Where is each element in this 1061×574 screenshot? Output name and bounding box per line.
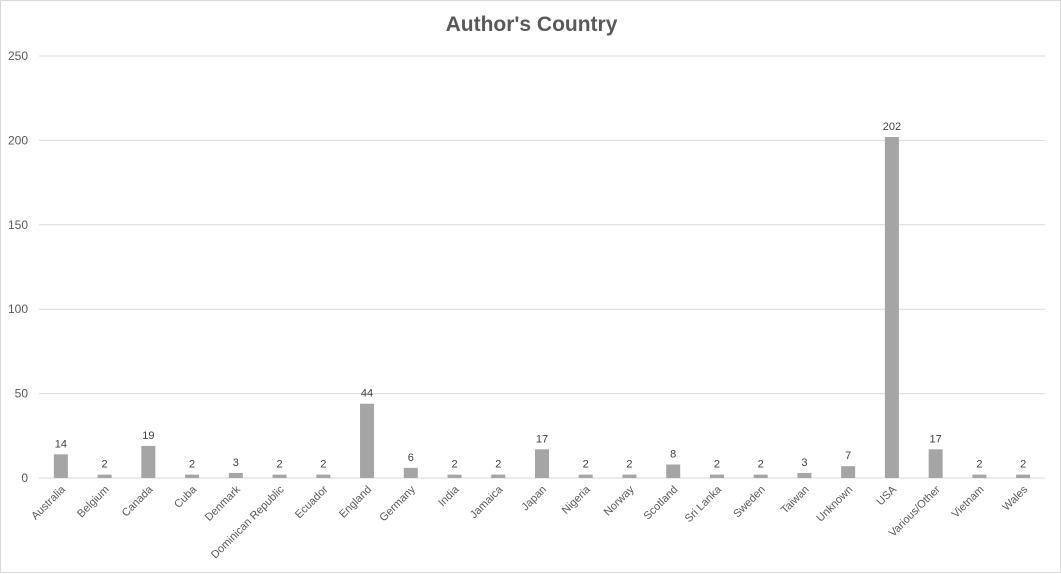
x-tick-label: Germany [377,483,418,524]
data-label: 2 [189,459,195,471]
data-label: 8 [670,448,676,460]
x-tick-label: Taiwan [779,484,812,517]
bar [622,474,637,478]
x-tick-label: Ecuador [293,483,331,521]
data-label: 2 [1020,459,1026,471]
data-labels: 14 2 19 2 3 2 2 44 6 2 2 17 2 2 8 2 2 3 7 202 17 2 2 [55,121,1026,471]
bar [228,472,243,478]
x-tick-label: Belgium [75,484,112,521]
bar [928,449,943,478]
y-tick-label: 0 [21,471,28,485]
data-label: 3 [233,457,239,469]
data-label: 2 [626,459,632,471]
bar [709,474,724,478]
x-tick-label: Nigeria [560,483,594,517]
bar [53,454,68,478]
data-label: 17 [536,433,548,445]
chart-title: Author's Country [445,13,618,36]
x-tick-label: Wales [1000,483,1030,513]
data-label: 2 [714,459,720,471]
y-axis-ticks: 0 50 100 150 200 250 [8,49,28,485]
bar [141,445,156,478]
x-tick-label: Dominican Republic [209,483,287,561]
data-label: 44 [361,388,373,400]
x-tick-label: Denmark [203,483,243,523]
bar [884,137,899,479]
x-tick-label: Canada [120,483,156,519]
data-label: 3 [801,457,807,469]
bar [360,403,375,478]
x-tick-label: USA [875,483,900,508]
bar [797,472,812,478]
bar [316,474,331,478]
x-tick-label: Cuba [172,483,200,511]
y-tick-label: 100 [8,302,28,316]
bar [578,474,593,478]
x-tick-label: Sweden [731,484,768,521]
bar [97,474,112,478]
data-label: 17 [930,433,942,445]
x-tick-label: India [436,483,462,509]
data-label: 2 [758,459,764,471]
bar [535,449,549,478]
data-label: 2 [583,459,589,471]
y-tick-label: 150 [8,218,28,232]
bar [666,464,681,478]
data-label: 19 [142,430,154,442]
bar [403,467,418,478]
x-tick-label: Jamaica [468,483,506,521]
x-tick-label: Unknown [814,484,855,525]
bar [1016,474,1031,478]
data-label: 2 [451,459,457,471]
x-tick-label: Scotland [642,484,681,523]
x-tick-label: Australia [29,483,68,522]
bar [491,474,506,478]
bar [841,466,856,478]
data-label: 7 [845,450,851,462]
x-tick-label: Norway [602,483,637,518]
data-label: 6 [408,452,414,464]
bar [185,474,200,478]
bars [53,137,1031,479]
y-tick-label: 50 [15,387,29,401]
y-tick-label: 250 [8,49,28,63]
x-tick-label: England [337,484,374,521]
bar [447,474,462,478]
data-label: 2 [320,459,326,471]
x-tick-label: Japan [519,484,549,514]
x-tick-label: Sri Lanka [683,483,725,525]
data-label: 2 [495,459,501,471]
bar [972,474,987,478]
data-label: 202 [883,121,901,133]
x-axis-ticks: Australia Belgium Canada Cuba DenmarkDominic… [29,483,1030,561]
bar [753,474,768,478]
x-tick-label: Vietnam [950,484,987,521]
y-tick-label: 200 [8,133,28,147]
data-label: 14 [55,438,67,450]
bar [272,474,287,478]
data-label: 2 [277,459,283,471]
data-label: 2 [976,459,982,471]
data-label: 2 [102,459,108,471]
